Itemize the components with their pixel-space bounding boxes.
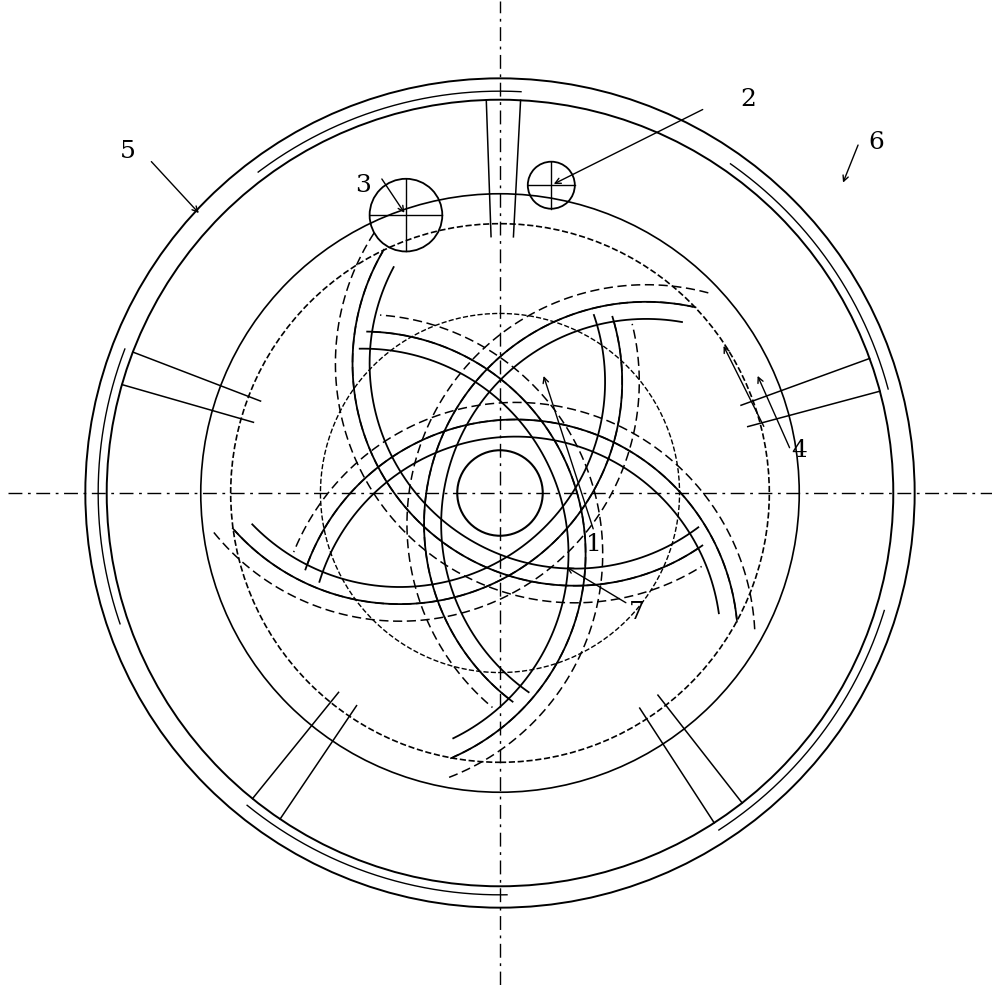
- Text: 2: 2: [740, 88, 756, 111]
- Text: 1: 1: [586, 532, 602, 556]
- Text: 5: 5: [120, 139, 136, 163]
- Text: 7: 7: [629, 601, 645, 624]
- Text: 4: 4: [791, 439, 807, 461]
- Text: 3: 3: [355, 174, 371, 197]
- Text: 6: 6: [868, 131, 884, 154]
